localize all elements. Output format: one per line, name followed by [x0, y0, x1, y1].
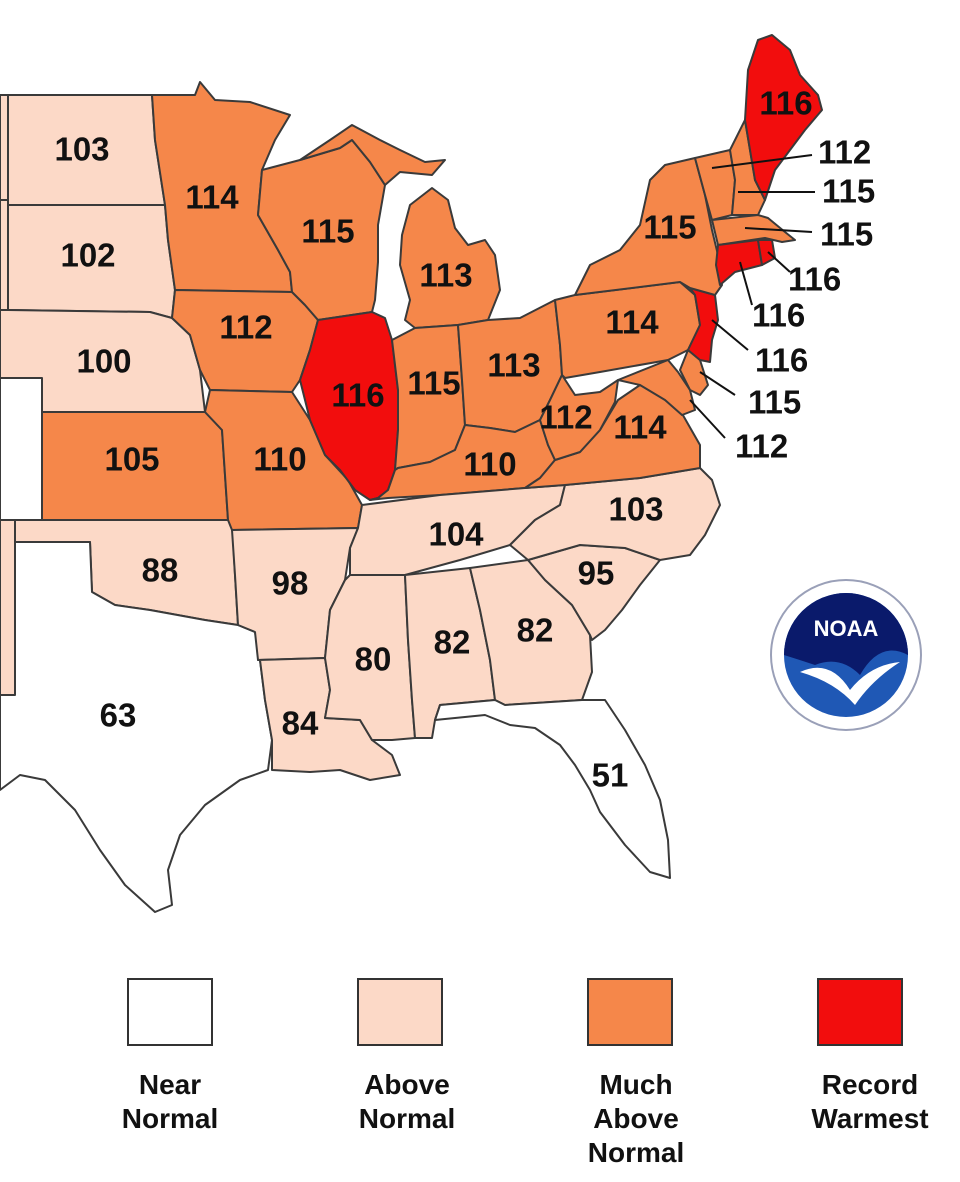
- label-wv: 112: [539, 399, 592, 436]
- legend-label-above-normal: Above Normal: [358, 1069, 456, 1134]
- leader-de: [699, 371, 736, 396]
- legend-label-record-warmest: Record Warmest: [811, 1069, 929, 1134]
- label-sc: 95: [578, 555, 615, 592]
- label-fl: 51: [592, 757, 629, 794]
- label-mn: 114: [185, 179, 239, 216]
- legend-label-near-normal: Near Normal: [121, 1069, 219, 1134]
- label-ma: 115: [820, 216, 873, 253]
- leader-nj: [711, 319, 749, 351]
- noaa-seal-icon: NOAA: [770, 579, 922, 731]
- label-ar: 98: [272, 565, 309, 602]
- leader-ri: [767, 251, 791, 273]
- label-pa: 114: [605, 304, 659, 341]
- state-nj: [687, 287, 719, 363]
- legend-label-much-above-normal: Much Above Normal: [587, 1069, 685, 1168]
- state-wv: [539, 374, 619, 461]
- label-nh: 115: [822, 173, 875, 210]
- state-west-edge: [0, 94, 9, 311]
- label-nc: 103: [608, 491, 663, 528]
- state-fl: [434, 699, 671, 879]
- state-mi: [299, 124, 501, 329]
- label-mi: 113: [419, 257, 472, 294]
- legend-swatch-above-normal: [357, 978, 443, 1046]
- state-ct: [715, 239, 763, 286]
- leader-vt: [711, 154, 813, 169]
- label-tn: 104: [428, 516, 484, 553]
- label-tx: 63: [100, 697, 137, 734]
- leader-ma: [744, 227, 813, 233]
- state-nm-edge: [0, 519, 16, 696]
- leader-md: [689, 399, 726, 439]
- label-in: 115: [407, 365, 460, 402]
- label-ks: 105: [104, 441, 159, 478]
- label-al: 82: [434, 624, 471, 661]
- legend-swatch-near-normal: [127, 978, 213, 1046]
- label-md: 112: [735, 428, 788, 465]
- label-va: 114: [613, 409, 667, 446]
- label-ok: 88: [142, 552, 179, 589]
- label-nd: 103: [54, 131, 109, 168]
- label-ct: 116: [752, 297, 805, 334]
- label-ny: 115: [643, 209, 696, 246]
- label-ky: 110: [463, 446, 516, 483]
- label-la: 84: [282, 705, 319, 742]
- leader-ct: [739, 261, 753, 306]
- label-mo: 110: [253, 441, 306, 478]
- state-md: [617, 359, 696, 416]
- state-tx: [0, 541, 273, 913]
- label-nj: 116: [755, 342, 808, 379]
- noaa-logo-text: NOAA: [814, 616, 879, 641]
- label-vt: 112: [818, 134, 871, 171]
- state-ri: [757, 239, 776, 266]
- state-colorado-edge: [0, 377, 43, 521]
- label-oh: 113: [487, 347, 540, 384]
- label-ia: 112: [219, 309, 272, 346]
- legend-swatch-much-above-normal: [587, 978, 673, 1046]
- label-il: 116: [331, 377, 384, 414]
- label-me: 116: [759, 85, 812, 122]
- state-nc: [509, 467, 721, 561]
- label-ms: 80: [355, 641, 392, 678]
- state-me: [744, 34, 823, 201]
- label-ri: 116: [788, 261, 841, 298]
- label-de: 115: [748, 384, 801, 421]
- label-wi: 115: [301, 213, 354, 250]
- label-sd: 102: [60, 237, 115, 274]
- legend-swatch-record-warmest: [817, 978, 903, 1046]
- label-ne: 100: [76, 343, 131, 380]
- label-ga: 82: [517, 612, 554, 649]
